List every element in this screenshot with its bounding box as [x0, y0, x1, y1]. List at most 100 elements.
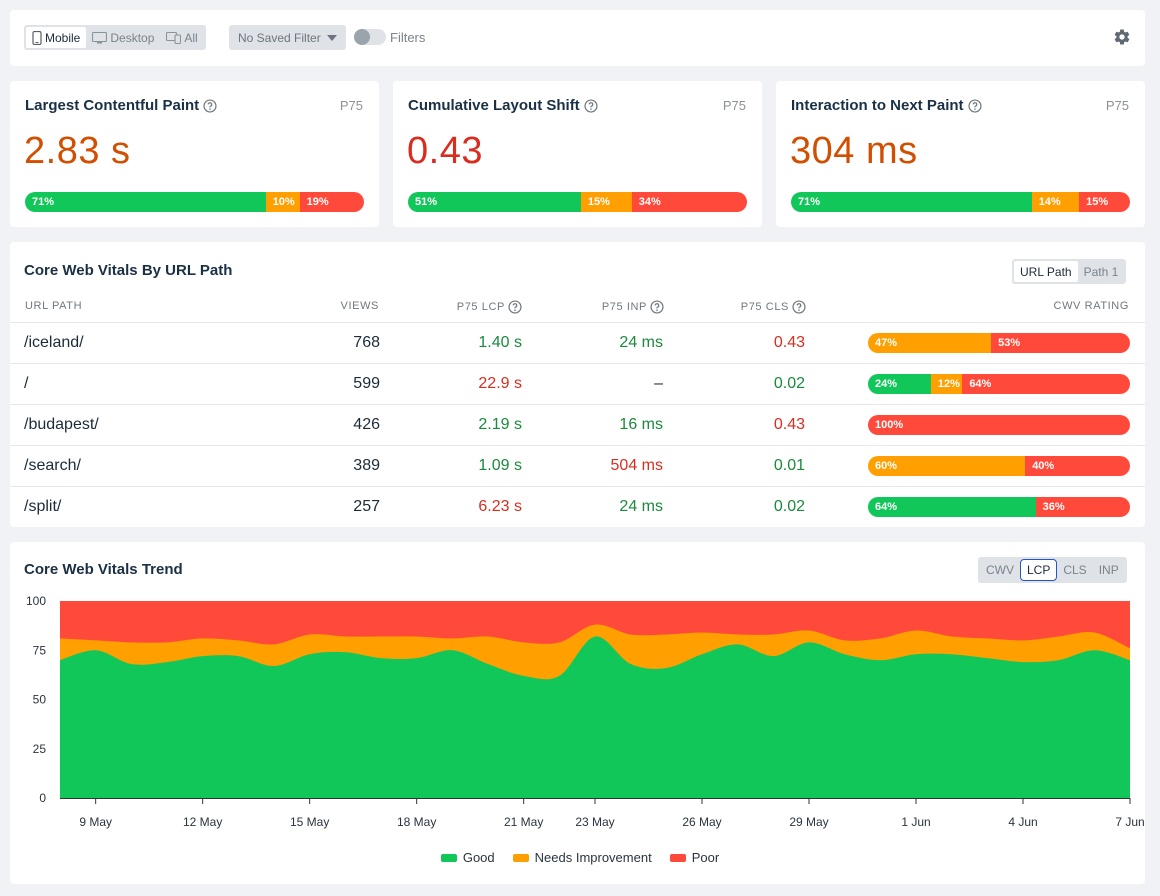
y-tick-label: 0	[39, 791, 46, 805]
legend-swatch	[512, 853, 529, 862]
cwv-rating-bar: 24% 12% 64%	[868, 374, 1130, 394]
column-header-label: P75 CLS	[740, 301, 789, 313]
table-title: Core Web Vitals By URL Path	[24, 262, 233, 279]
tab-lcp[interactable]: LCP	[1020, 559, 1058, 581]
tab-cls[interactable]: CLS	[1063, 563, 1087, 577]
column-header-label: P75 INP	[601, 301, 647, 313]
device-selector: Mobile Desktop All	[24, 25, 206, 50]
help-icon[interactable]	[203, 98, 217, 113]
tab-inp[interactable]: INP	[1098, 563, 1119, 577]
legend-label: Good	[462, 850, 495, 865]
saved-filter-select[interactable]: No Saved Filter	[229, 25, 346, 50]
toggle-knob	[354, 29, 370, 45]
gear-icon[interactable]	[1113, 28, 1131, 46]
tab-url-path[interactable]: URL Path	[1014, 261, 1078, 282]
table-row[interactable]: /search/389 1.09 s 504 ms 0.01 60% 40%	[10, 445, 1145, 486]
legend-item-needs-improvement[interactable]: Needs Improvement	[512, 850, 652, 865]
filters-toggle-label: Filters	[390, 30, 426, 45]
legend-item-good[interactable]: Good	[440, 850, 495, 865]
dist-segment-needs-improvement: 10%	[265, 192, 300, 212]
cwv-rating-bar: 47% 53%	[868, 333, 1130, 353]
help-icon[interactable]	[650, 300, 664, 314]
percentile-label: P75	[722, 98, 746, 113]
column-header-cls[interactable]: P75 CLS	[741, 300, 806, 314]
help-icon[interactable]	[967, 98, 982, 113]
y-tick-label: 50	[33, 693, 47, 707]
metric-card-lcp: Largest Contentful Paint P75 2.83 s 71% 1…	[10, 81, 379, 227]
views-cell: 257	[353, 498, 380, 515]
trend-metric-tabs: CWV LCP CLS INP	[978, 557, 1127, 583]
table-row[interactable]: / 599 22.9 s – 0.02 24% 12% 64%	[10, 363, 1145, 404]
percentile-label: P75	[1105, 98, 1129, 113]
rating-segment-poor: 40%	[1025, 456, 1130, 476]
x-tick-label: 9 May	[79, 815, 112, 829]
url-path-cell: /search/	[24, 457, 81, 474]
mobile-icon	[32, 30, 42, 45]
inp-cell: 24 ms	[619, 498, 663, 515]
rating-segment-poor: 53%	[991, 333, 1130, 353]
trend-chart: 0 25 50 75 100 9 May 12 May 15 May 18 May 21 May 2…	[26, 594, 1145, 829]
saved-filter-label: No Saved Filter	[238, 30, 321, 45]
tab-cwv[interactable]: CWV	[986, 563, 1014, 577]
rating-segment-poor: 36%	[1035, 497, 1130, 517]
lcp-cell: 1.40 s	[478, 334, 522, 351]
x-tick-label: 23 May	[575, 815, 614, 829]
lcp-cell: 6.23 s	[478, 498, 522, 515]
cls-cell: 0.02	[773, 498, 805, 515]
dist-segment-needs-improvement: 15%	[580, 192, 632, 212]
filters-toggle[interactable]	[354, 29, 386, 45]
device-mobile-button[interactable]: Mobile	[26, 27, 87, 48]
metric-value: 0.43	[407, 130, 483, 172]
distribution-bar: 71% 14% 15%	[791, 192, 1130, 212]
table-row[interactable]: /split/257 6.23 s 24 ms 0.02 64% 36%	[10, 486, 1145, 527]
column-header-views[interactable]: VIEWS	[341, 300, 379, 312]
help-icon[interactable]	[508, 300, 522, 314]
dist-segment-poor: 15%	[1079, 192, 1130, 212]
device-mobile-label: Mobile	[45, 30, 81, 45]
url-path-cell: /	[24, 375, 29, 392]
x-tick-label: 15 May	[290, 815, 329, 829]
column-header-label: CWV RATING	[1053, 300, 1129, 312]
metric-title: Largest Contentful Paint	[25, 97, 217, 114]
column-header-url[interactable]: URL PATH	[25, 300, 82, 312]
desktop-icon	[92, 31, 108, 43]
x-tick-label: 26 May	[682, 815, 721, 829]
x-tick-label: 1 Jun	[901, 815, 930, 829]
cls-cell: 0.43	[773, 416, 805, 433]
cls-cell: 0.01	[773, 457, 805, 474]
column-header-lcp[interactable]: P75 LCP	[457, 300, 522, 314]
dist-segment-poor: 34%	[631, 192, 747, 212]
caret-down-icon	[326, 34, 337, 41]
help-icon[interactable]	[792, 300, 806, 314]
tab-path-1[interactable]: Path 1	[1083, 264, 1119, 279]
table-row[interactable]: /budapest/426 2.19 s 16 ms 0.43 100%	[10, 404, 1145, 445]
legend-item-poor[interactable]: Poor	[669, 850, 719, 865]
dist-segment-poor: 19%	[299, 192, 364, 212]
help-icon[interactable]	[584, 98, 598, 113]
percentile-label: P75	[339, 98, 363, 113]
area-good[interactable]	[60, 636, 1130, 798]
cls-cell: 0.43	[773, 334, 805, 351]
metric-title: Interaction to Next Paint	[791, 97, 982, 114]
views-cell: 768	[353, 334, 380, 351]
y-tick-label: 75	[33, 643, 47, 657]
inp-cell: 24 ms	[619, 334, 663, 351]
cwv-rating-bar: 100%	[868, 415, 1130, 435]
metric-title-text: Largest Contentful Paint	[25, 97, 200, 114]
metric-value: 304 ms	[790, 130, 918, 172]
column-header-inp[interactable]: P75 INP	[602, 300, 664, 314]
distribution-bar: 71% 10% 19%	[25, 192, 364, 212]
device-all-button[interactable]: All	[160, 27, 203, 48]
device-desktop-button[interactable]: Desktop	[86, 27, 160, 48]
rating-segment-good: 24%	[868, 374, 931, 394]
legend-label: Needs Improvement	[534, 850, 652, 865]
y-tick-label: 25	[33, 742, 47, 756]
legend-swatch	[669, 853, 686, 862]
column-header-label: VIEWS	[340, 300, 379, 312]
table-row[interactable]: /iceland/768 1.40 s 24 ms 0.43 47% 53%	[10, 322, 1145, 363]
distribution-bar: 51% 15% 34%	[408, 192, 747, 212]
views-cell: 389	[353, 457, 380, 474]
column-header-label: URL PATH	[25, 300, 83, 312]
metric-title-text: Interaction to Next Paint	[791, 97, 964, 114]
x-tick-label: 7 Jun	[1115, 815, 1144, 829]
